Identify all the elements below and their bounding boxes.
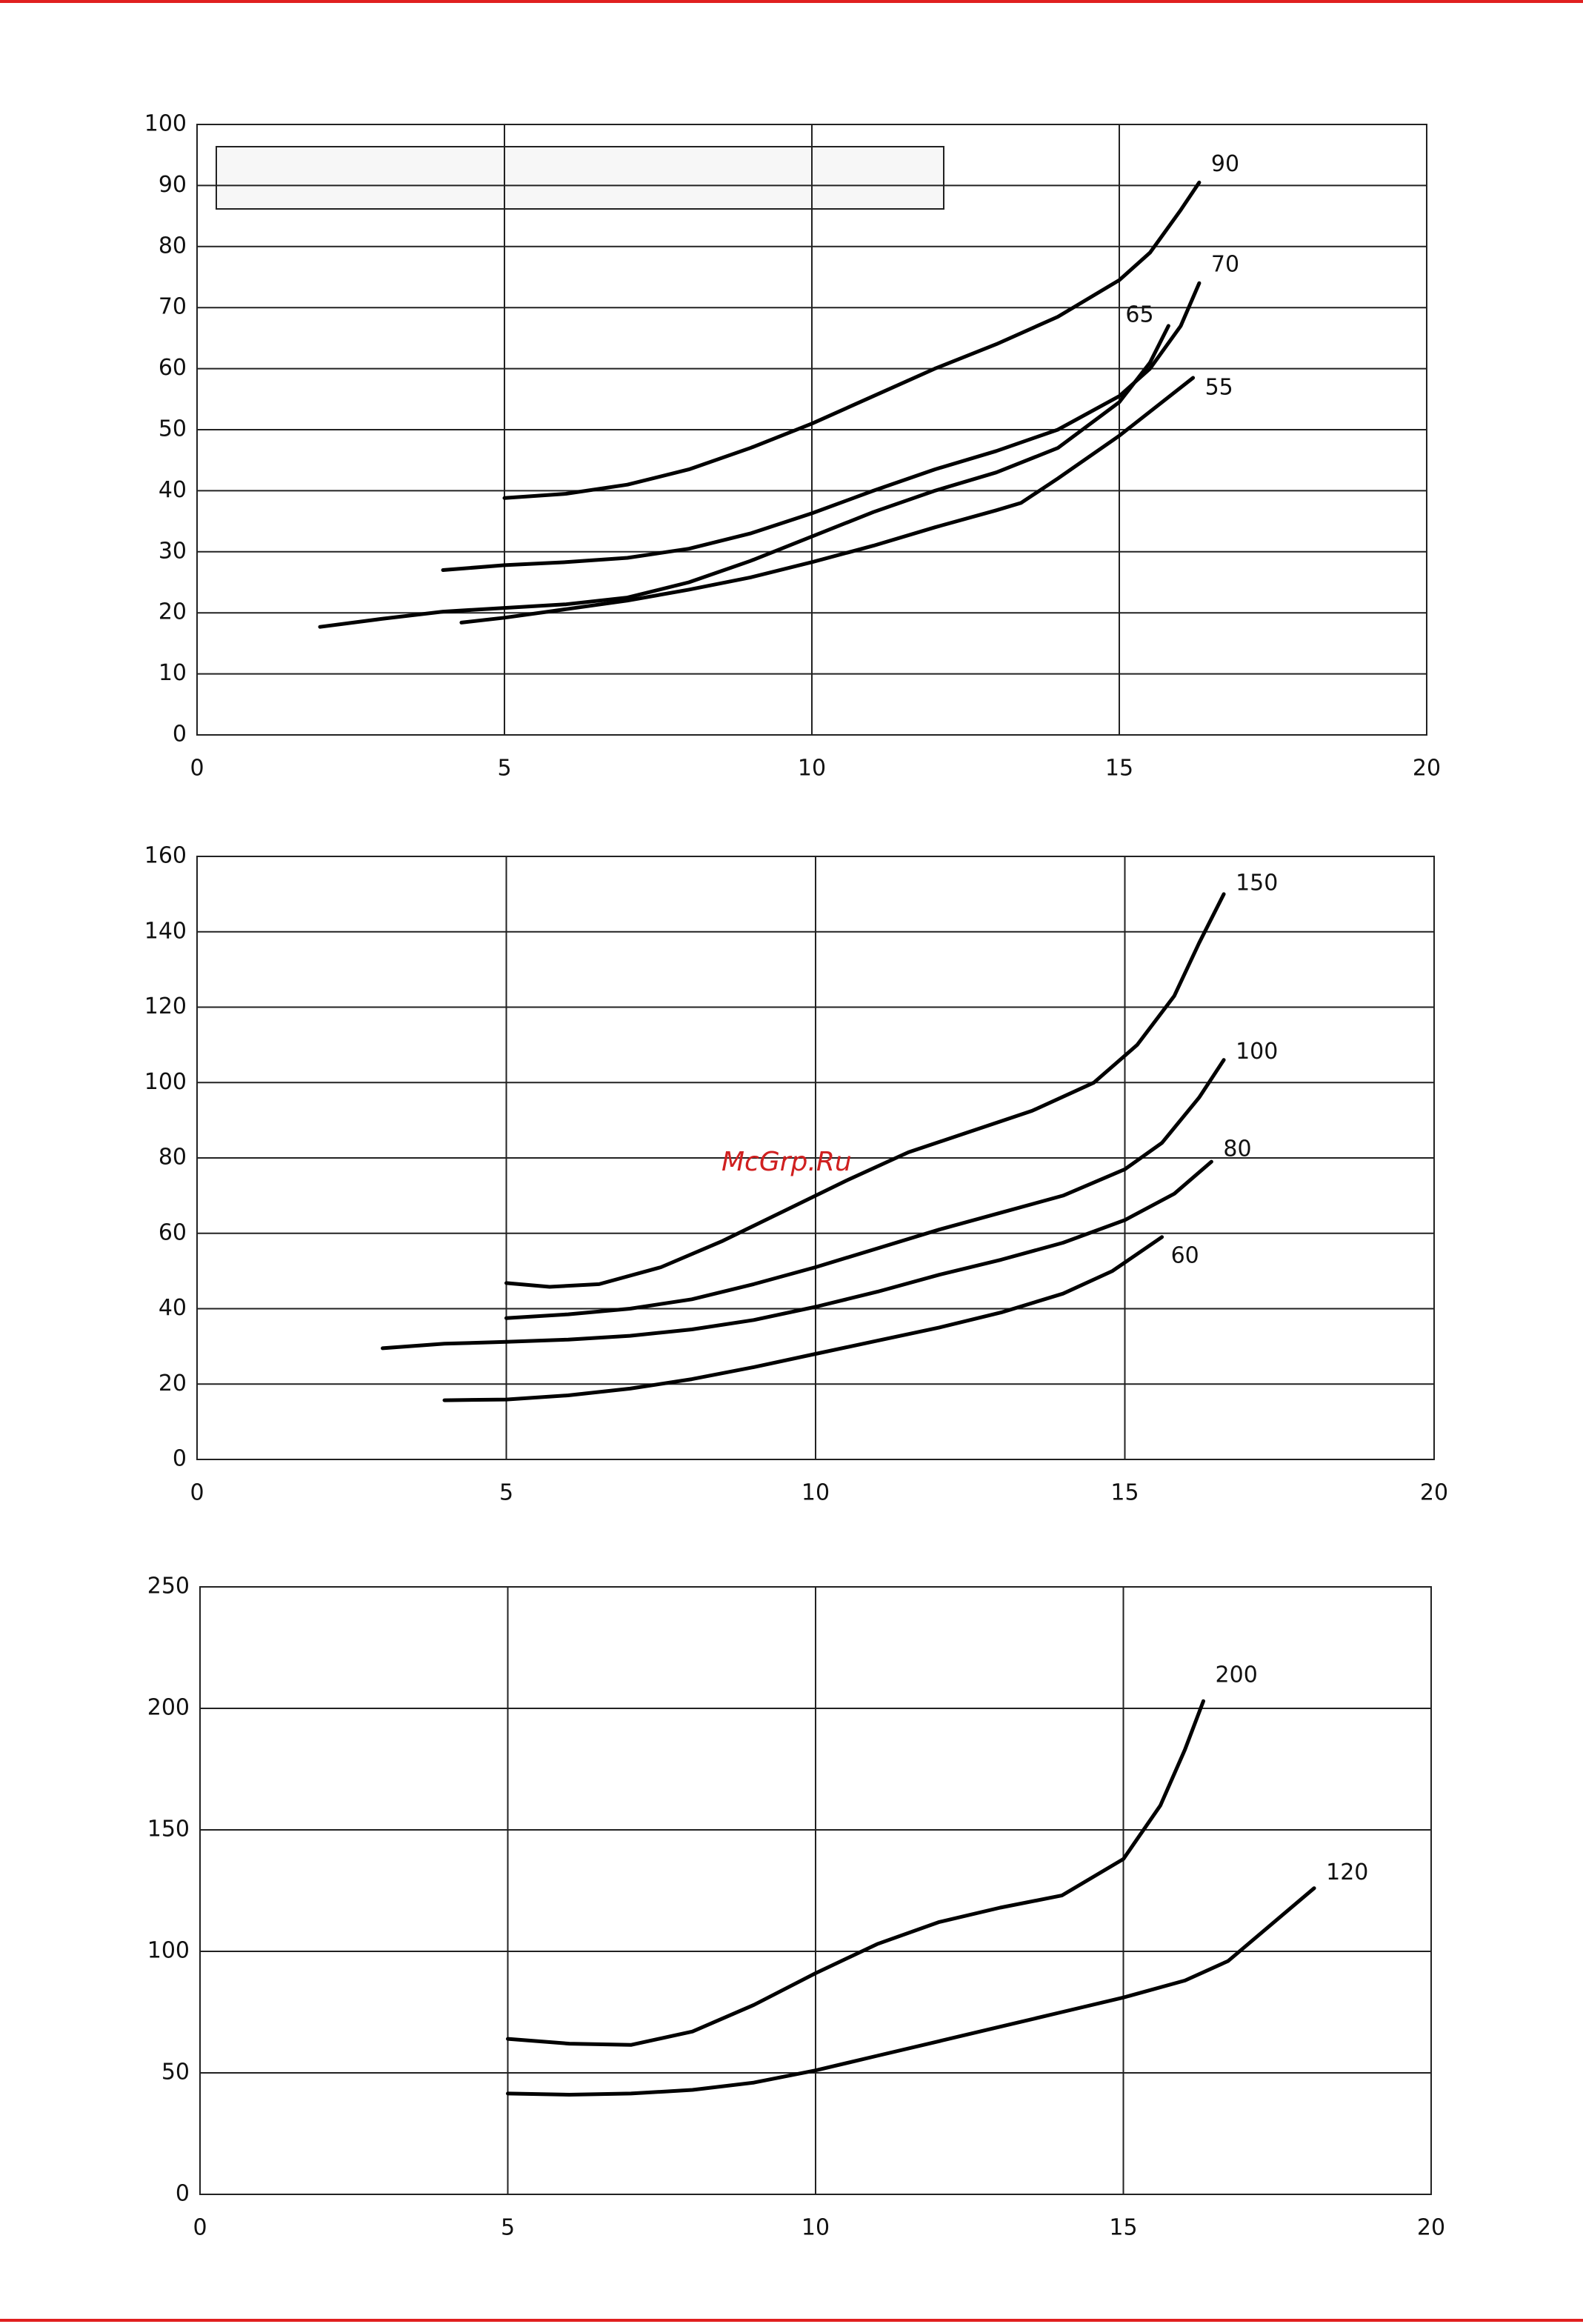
y-tick-label: 150: [147, 1817, 190, 1842]
series-label: 200: [1216, 1662, 1258, 1688]
series-line: [442, 1235, 1164, 1402]
y-tick-label: 160: [144, 843, 187, 869]
series-label: 65: [1125, 302, 1153, 327]
series-label: 55: [1205, 374, 1233, 400]
series-label: 80: [1223, 1136, 1251, 1162]
x-tick-label: 5: [499, 1480, 513, 1506]
plot-frame: [199, 1586, 1432, 2195]
y-tick-label: 80: [159, 233, 187, 259]
x-tick-label: 10: [798, 756, 826, 782]
x-tick-label: 20: [1417, 2215, 1445, 2241]
y-tick-label: 250: [147, 1574, 190, 1599]
x-tick-label: 0: [190, 756, 204, 782]
series-line: [459, 376, 1196, 625]
y-tick-label: 70: [159, 294, 187, 320]
blank-box: [216, 146, 944, 210]
y-tick-label: 50: [161, 2060, 190, 2085]
x-tick-label: 10: [802, 1480, 830, 1506]
y-tick-label: 140: [144, 918, 187, 944]
x-tick-label: 15: [1109, 2215, 1137, 2241]
y-tick-label: 40: [159, 477, 187, 503]
y-tick-label: 60: [159, 1219, 187, 1245]
series-label: 120: [1326, 1859, 1368, 1885]
y-tick-label: 20: [159, 1371, 187, 1396]
x-tick-label: 0: [193, 2215, 207, 2241]
plot-frame: [196, 124, 1427, 736]
y-tick-label: 80: [159, 1145, 187, 1171]
y-tick-label: 10: [159, 660, 187, 686]
series-line: [506, 1699, 1205, 2047]
y-tick-label: 0: [173, 722, 187, 748]
x-tick-label: 5: [501, 2215, 515, 2241]
y-tick-label: 50: [159, 416, 187, 442]
x-tick-label: 20: [1420, 1480, 1448, 1506]
x-tick-label: 15: [1105, 756, 1133, 782]
y-tick-label: 120: [144, 993, 187, 1019]
x-tick-label: 5: [497, 756, 511, 782]
series-line: [504, 892, 1226, 1289]
y-tick-label: 0: [176, 2181, 190, 2207]
y-tick-label: 40: [159, 1295, 187, 1321]
x-tick-label: 20: [1413, 756, 1441, 782]
series-line: [381, 1159, 1213, 1351]
y-tick-label: 200: [147, 1695, 190, 1721]
watermark: McGrp.Ru: [721, 1147, 852, 1177]
series-label: 70: [1211, 252, 1239, 278]
x-tick-label: 10: [802, 2215, 830, 2241]
series-label: 60: [1171, 1242, 1199, 1268]
y-tick-label: 90: [159, 172, 187, 198]
y-tick-label: 100: [144, 1069, 187, 1095]
y-tick-label: 100: [147, 1938, 190, 1964]
series-label: 150: [1236, 870, 1278, 896]
y-tick-label: 100: [144, 111, 187, 137]
series-line: [506, 1886, 1316, 2097]
y-tick-label: 30: [159, 538, 187, 564]
series-line: [502, 180, 1202, 500]
series-line: [504, 1058, 1226, 1320]
series-label: 90: [1211, 151, 1239, 177]
series-line: [318, 324, 1170, 629]
x-tick-label: 0: [190, 1480, 204, 1506]
series-label: 100: [1236, 1039, 1278, 1065]
y-tick-label: 60: [159, 355, 187, 381]
y-tick-label: 20: [159, 599, 187, 625]
plot-frame: [196, 856, 1435, 1460]
y-tick-label: 0: [173, 1446, 187, 1472]
x-tick-label: 15: [1110, 1480, 1139, 1506]
